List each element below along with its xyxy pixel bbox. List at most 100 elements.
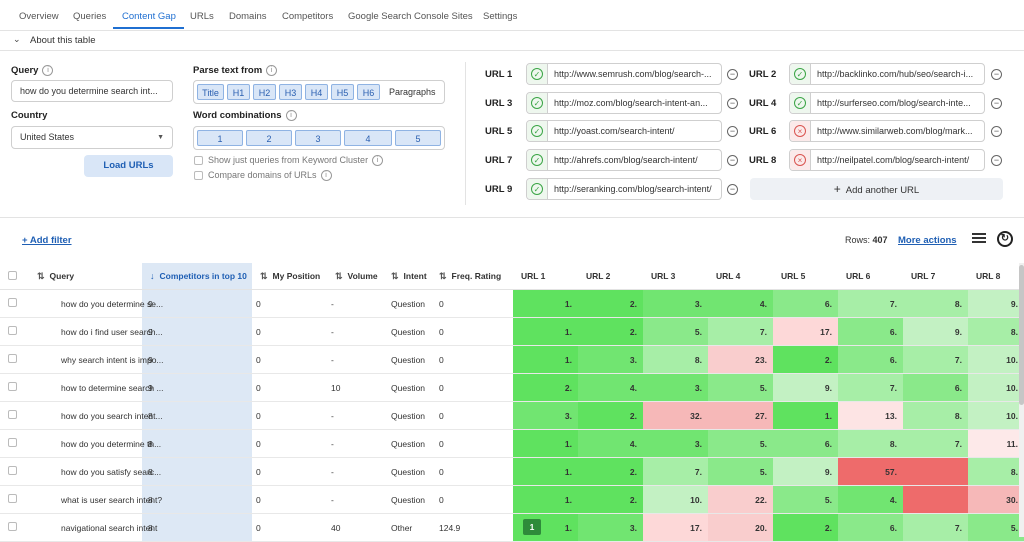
word-chip-1[interactable]: 1 xyxy=(197,130,243,146)
col-url-7[interactable]: URL 7 xyxy=(903,263,968,290)
info-icon[interactable]: i xyxy=(266,65,278,76)
chip-h1[interactable]: H1 xyxy=(227,84,250,100)
remove-url-icon[interactable]: − xyxy=(727,69,738,80)
tab-overview[interactable]: Overview xyxy=(19,11,59,22)
url-input[interactable]: ✓ http://ahrefs.com/blog/search-intent/ xyxy=(526,149,722,171)
table-row[interactable]: why search intent is impo... 9 0- Question 0… xyxy=(0,345,1024,374)
row-checkbox[interactable] xyxy=(8,354,17,363)
row-checkbox[interactable] xyxy=(8,466,17,475)
table-row[interactable]: how do you satisfy searc... 8 0- Question 0 1… xyxy=(0,457,1024,486)
word-chip-4[interactable]: 4 xyxy=(344,130,392,146)
col-volume[interactable]: ⇅ Volume xyxy=(327,263,385,290)
col-url-3[interactable]: URL 3 xyxy=(643,263,708,290)
chip-h2[interactable]: H2 xyxy=(253,84,276,100)
select-all-checkbox[interactable] xyxy=(8,270,17,280)
about-toggle[interactable]: ⌄ About this table xyxy=(0,30,1024,51)
chip-h5[interactable]: H5 xyxy=(331,84,354,100)
row-checkbox[interactable] xyxy=(8,438,17,447)
query-cell[interactable]: how do you determine se... xyxy=(27,289,163,318)
chip-h3[interactable]: H3 xyxy=(279,84,302,100)
query-cell[interactable]: how do i find user search... xyxy=(27,317,163,346)
info-icon[interactable]: i xyxy=(372,155,384,167)
keyword-cluster-checkbox[interactable] xyxy=(194,156,203,165)
url-input[interactable]: × http://neilpatel.com/blog/search-intent… xyxy=(789,149,985,171)
remove-url-icon[interactable]: − xyxy=(727,98,738,109)
remove-url-icon[interactable]: − xyxy=(727,184,738,195)
info-icon[interactable]: i xyxy=(42,65,54,76)
remove-url-icon[interactable]: − xyxy=(991,69,1002,80)
col-url-4[interactable]: URL 4 xyxy=(708,263,773,290)
tab-competitors[interactable]: Competitors xyxy=(282,11,334,22)
table-row[interactable]: how to determine search ... 9 0 10 Question 0… xyxy=(0,373,1024,402)
query-cell[interactable]: why search intent is impo... xyxy=(27,345,164,374)
query-cell[interactable]: how do you search intent... xyxy=(27,401,163,430)
more-actions-link[interactable]: More actions xyxy=(898,235,957,246)
row-checkbox[interactable] xyxy=(8,494,17,503)
compare-domains-checkbox[interactable] xyxy=(194,171,203,180)
col-url-1[interactable]: URL 1 xyxy=(513,263,578,290)
col-query[interactable]: ⇅ Query xyxy=(27,263,142,290)
tab-settings[interactable]: Settings xyxy=(483,11,518,22)
remove-url-icon[interactable]: − xyxy=(727,126,738,137)
word-chip-5[interactable]: 5 xyxy=(395,130,441,146)
info-icon[interactable]: i xyxy=(285,110,297,121)
add-filter-link[interactable]: + Add filter xyxy=(22,235,72,246)
col-url-8[interactable]: URL 8 xyxy=(968,263,1024,290)
remove-url-icon[interactable]: − xyxy=(991,98,1002,109)
query-cell[interactable]: navigational search intent xyxy=(27,513,157,542)
url-input[interactable]: ✓ http://www.semrush.com/blog/search-... xyxy=(526,63,722,85)
query-cell[interactable]: what is user search intent? xyxy=(27,485,162,514)
tab-gsc-sites[interactable]: Google Search Console Sites xyxy=(348,11,473,22)
row-checkbox[interactable] xyxy=(8,298,17,307)
table-row[interactable]: how do you determine th... 8 0- Question 0 1.… xyxy=(0,429,1024,458)
query-cell[interactable]: how to determine search ... xyxy=(27,373,164,402)
col-position[interactable]: ⇅ My Position xyxy=(252,263,327,290)
remove-url-icon[interactable]: − xyxy=(991,126,1002,137)
tab-domains[interactable]: Domains xyxy=(229,11,267,22)
load-urls-button[interactable]: Load URLs xyxy=(84,155,173,177)
country-select[interactable]: United States ▼ xyxy=(11,126,173,149)
remove-url-icon[interactable]: − xyxy=(727,155,738,166)
col-url-5[interactable]: URL 5 xyxy=(773,263,838,290)
col-url-2[interactable]: URL 2 xyxy=(578,263,643,290)
word-chip-3[interactable]: 3 xyxy=(295,130,341,146)
url-input[interactable]: ✓ http://moz.com/blog/search-intent-an... xyxy=(526,92,722,114)
url-input[interactable]: ✓ http://seranking.com/blog/search-intent… xyxy=(526,178,722,200)
info-icon[interactable]: i xyxy=(320,170,332,182)
row-checkbox[interactable] xyxy=(8,326,17,335)
chip-h6[interactable]: H6 xyxy=(357,84,380,100)
row-checkbox[interactable] xyxy=(8,522,17,531)
chip-h4[interactable]: H4 xyxy=(305,84,328,100)
volume-cell: - xyxy=(327,345,385,374)
url-input[interactable]: ✓ http://backlinko.com/hub/seo/search-i..… xyxy=(789,63,985,85)
col-competitors[interactable]: ↓ Competitors in top 10 xyxy=(142,263,252,290)
table-scrollbar[interactable] xyxy=(1019,263,1024,537)
table-row[interactable]: how do you determine se... 9 0- Question 0 1.… xyxy=(0,289,1024,318)
table-row[interactable]: navigational search intent 8 0 40 Other 124.9… xyxy=(0,513,1024,542)
chip-paragraphs[interactable]: Paragraphs xyxy=(389,87,436,97)
tab-urls[interactable]: URLs xyxy=(190,11,214,22)
add-url-button[interactable]: + Add another URL xyxy=(750,178,1003,200)
query-cell[interactable]: how do you satisfy searc... xyxy=(27,457,161,486)
col-freq[interactable]: ⇅ Freq. Rating xyxy=(437,263,513,290)
remove-url-icon[interactable]: − xyxy=(991,155,1002,166)
col-url-6[interactable]: URL 6 xyxy=(838,263,903,290)
col-intent[interactable]: ⇅ Intent xyxy=(385,263,437,290)
columns-icon[interactable] xyxy=(972,233,986,244)
query-cell[interactable]: how do you determine th... xyxy=(27,429,161,458)
volume-cell: - xyxy=(327,289,385,318)
chip-title[interactable]: Title xyxy=(197,84,224,100)
row-checkbox[interactable] xyxy=(8,382,17,391)
tab-content-gap[interactable]: Content Gap xyxy=(122,11,176,22)
query-input[interactable]: how do you determine search int... xyxy=(11,80,173,102)
url-input[interactable]: ✓ http://yoast.com/search-intent/ xyxy=(526,120,722,142)
url-input[interactable]: ✓ http://surferseo.com/blog/search-inte..… xyxy=(789,92,985,114)
refresh-icon[interactable]: ↻ xyxy=(997,231,1013,247)
word-chip-2[interactable]: 2 xyxy=(246,130,292,146)
table-row[interactable]: how do you search intent... 8 0- Question 0 3… xyxy=(0,401,1024,430)
row-checkbox[interactable] xyxy=(8,410,17,419)
url-input[interactable]: × http://www.similarweb.com/blog/mark... xyxy=(789,120,985,142)
tab-queries[interactable]: Queries xyxy=(73,11,107,22)
table-row[interactable]: how do i find user search... 9 0- Question 0… xyxy=(0,317,1024,346)
table-row[interactable]: what is user search intent? 8 0- Question 0 1… xyxy=(0,485,1024,514)
